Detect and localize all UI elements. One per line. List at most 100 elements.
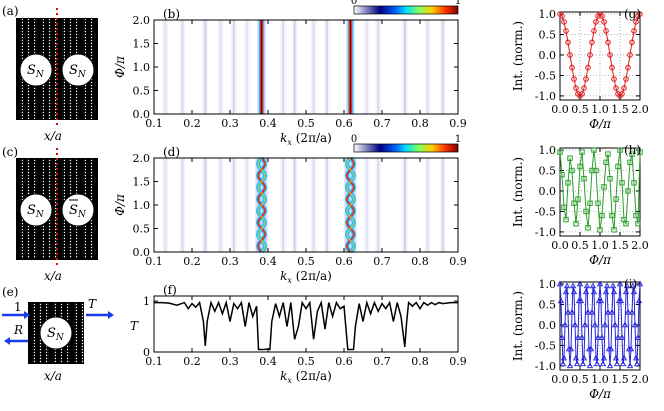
- x-axis-label: Φ/π: [589, 387, 612, 401]
- colorbar: [353, 143, 459, 153]
- x-axis-label: Φ/π: [589, 117, 612, 131]
- x-tick-label: 1.5: [611, 373, 629, 386]
- scatterer-left: [19, 53, 53, 87]
- data-point: [559, 360, 567, 367]
- faint-band: [204, 158, 207, 252]
- data-point: [626, 362, 634, 369]
- panel-label-a: (a): [2, 4, 19, 18]
- data-point: [583, 208, 589, 215]
- data-point: [579, 91, 585, 97]
- panel-label: (d): [163, 145, 180, 159]
- data-point: [587, 52, 593, 58]
- x-tick-label: 0.7: [373, 255, 391, 268]
- y-tick-label: 0.5: [539, 29, 557, 42]
- data-point: [560, 354, 568, 361]
- x-tick-label: 0.0: [551, 103, 569, 116]
- x-tick-label: 0.5: [571, 373, 589, 386]
- data-point: [557, 149, 563, 155]
- colorbar-min: 0: [351, 134, 357, 145]
- data-point: [630, 288, 638, 295]
- x-axis-label: kx (2π/a): [280, 369, 332, 385]
- data-point: [591, 28, 597, 34]
- y-tick-label: 0.0: [539, 49, 557, 62]
- ridge-core: [257, 157, 266, 253]
- data-point: [565, 39, 571, 46]
- y-tick-label: 0.0: [539, 319, 557, 332]
- data-point: [633, 212, 639, 219]
- data-point: [599, 212, 605, 219]
- y-tick-label: -0.5: [535, 69, 556, 82]
- faint-band-halo: [162, 158, 169, 252]
- data-point: [583, 282, 591, 289]
- data-point: [563, 282, 571, 289]
- faint-band-halo: [162, 20, 169, 114]
- incident-arrowhead: [24, 311, 30, 319]
- scatterer-left: [19, 193, 53, 227]
- data-point: [569, 64, 575, 71]
- faint-band: [365, 158, 368, 252]
- faint-band-halo: [363, 20, 370, 114]
- lattice-column: [32, 303, 35, 363]
- data-point: [585, 64, 591, 71]
- faint-band-halo: [363, 158, 370, 252]
- x-tick-label: 0.4: [259, 117, 277, 130]
- faint-band-halo: [244, 20, 251, 114]
- intensity-plot-h: 0.0 0.5 1.0 1.5 2.0-1.0-0.50.00.51.0 (h)Int. …: [511, 143, 649, 267]
- data-point: [591, 321, 599, 328]
- panel-label-c: (c): [2, 145, 18, 159]
- y-tick-label: 1.0: [133, 61, 151, 74]
- data-point: [637, 11, 643, 17]
- data-point: [570, 288, 578, 295]
- data-point: [611, 321, 619, 328]
- y-axis-label: Int. (norm.): [511, 291, 525, 361]
- xlabel-a: x/a: [44, 129, 62, 143]
- data-point: [599, 13, 605, 19]
- y-tick-label: -0.5: [535, 339, 556, 352]
- y-tick-label: 1.5: [133, 176, 151, 189]
- data-point: [574, 334, 582, 340]
- faint-band-halo: [439, 20, 446, 114]
- faint-band: [441, 20, 444, 114]
- y-tick-label: 0.5: [133, 223, 151, 236]
- x-tick-label: 0.9: [449, 117, 467, 130]
- x-tick-label: 0.3: [221, 255, 239, 268]
- data-point: [629, 282, 637, 289]
- x-tick-label: 0.2: [183, 117, 201, 130]
- data-point: [567, 345, 575, 352]
- y-tick-label: -1.0: [535, 226, 556, 239]
- data-point: [557, 297, 565, 304]
- data-point: [620, 354, 628, 361]
- data-point: [624, 308, 632, 315]
- data-point: [581, 85, 587, 91]
- x-tick-label: 1.5: [611, 103, 629, 116]
- heatmap-bg: [154, 20, 458, 114]
- data-point: [629, 39, 635, 46]
- data-point: [600, 354, 608, 361]
- x-tick-label: 0.4: [259, 255, 277, 268]
- data-point: [601, 321, 609, 328]
- faint-band: [232, 158, 235, 252]
- schematic-c: (c) SN SN x/a: [2, 145, 98, 283]
- x-tick-label: 0.1: [145, 355, 163, 368]
- x-tick-label: 0.4: [259, 355, 277, 368]
- data-point: [633, 19, 639, 25]
- data-point: [613, 85, 619, 91]
- data-point: [631, 28, 637, 34]
- schematic-a: (a) SN SN x/a: [2, 4, 98, 143]
- data-point: [632, 354, 640, 361]
- data-point: [571, 200, 577, 206]
- y-tick-label: 1.0: [539, 144, 557, 157]
- heatmap-d: 0.1 0.2 0.3 0.4 0.5 0.6 0.7 0.8 0.9 0.0 0.5 1.0 1.5 2…: [113, 134, 467, 285]
- data-point: [578, 334, 586, 340]
- data-point: [569, 282, 577, 289]
- data-point: [609, 64, 615, 71]
- faint-band-halo: [202, 20, 209, 114]
- data-point: [610, 288, 618, 295]
- faint-band: [232, 20, 235, 114]
- data-point: [593, 167, 599, 174]
- x-tick-label: 0.6: [335, 117, 353, 130]
- x-tick-label: 0.5: [297, 355, 315, 368]
- data-point: [607, 345, 615, 352]
- data-point: [558, 334, 566, 340]
- data-point: [564, 308, 572, 315]
